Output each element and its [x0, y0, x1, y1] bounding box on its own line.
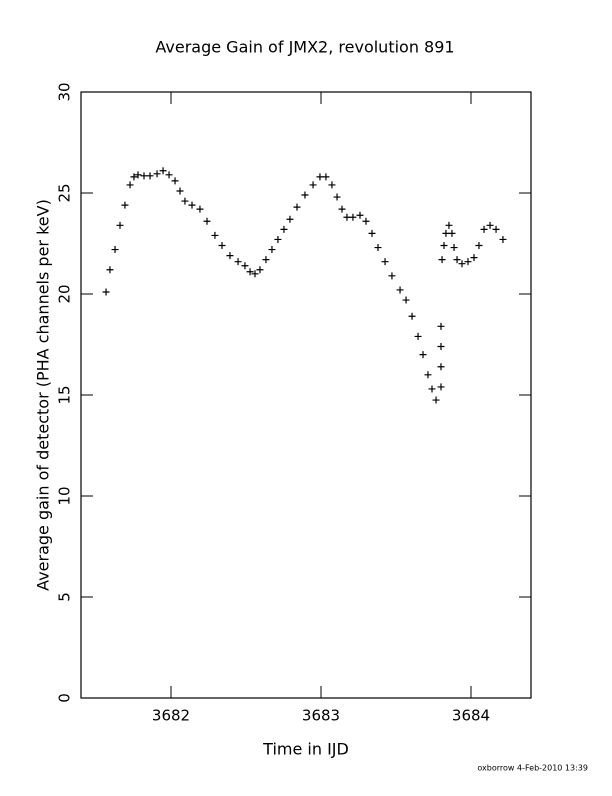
point [464, 258, 472, 266]
point [309, 181, 317, 189]
point [438, 256, 446, 264]
point [274, 235, 282, 243]
point [414, 332, 422, 340]
point [448, 229, 456, 237]
point [140, 172, 148, 180]
point [437, 322, 445, 330]
point [301, 191, 309, 199]
point [316, 173, 324, 181]
point [475, 242, 483, 250]
point [181, 197, 189, 205]
y-axis-label: Average gain of detector (PHA channels p… [34, 199, 53, 591]
point [492, 225, 500, 233]
x-tick-label: 3682 [152, 707, 190, 725]
point [445, 221, 453, 229]
point [246, 268, 254, 276]
point [388, 272, 396, 280]
point [328, 181, 336, 189]
point [130, 173, 138, 181]
point [349, 213, 357, 221]
point [126, 181, 134, 189]
point [480, 225, 488, 233]
y-tick-label: 0 [56, 693, 74, 703]
plot-frame [80, 91, 532, 699]
point [381, 258, 389, 266]
point [440, 242, 448, 250]
point [442, 229, 450, 237]
point [437, 343, 445, 351]
point [188, 201, 196, 209]
point [432, 396, 440, 404]
point [134, 171, 142, 179]
point [241, 262, 249, 270]
point [486, 221, 494, 229]
x-tick-label: 3683 [302, 707, 340, 725]
point [280, 225, 288, 233]
chart-title: Average Gain of JMX2, revolution 891 [155, 38, 454, 57]
point [111, 246, 119, 254]
point [374, 244, 382, 252]
y-tick-label: 10 [56, 486, 74, 505]
point [146, 172, 154, 180]
point [343, 213, 351, 221]
point [402, 296, 410, 304]
point [176, 187, 184, 195]
point [121, 201, 129, 209]
point [251, 270, 259, 278]
point [268, 246, 276, 254]
point [153, 170, 161, 178]
point [203, 217, 211, 225]
point [256, 266, 264, 274]
point [424, 371, 432, 379]
point [453, 256, 461, 264]
point [333, 193, 341, 201]
point [338, 205, 346, 213]
point [211, 231, 219, 239]
y-tick-label: 5 [56, 592, 74, 602]
point [234, 258, 242, 266]
point [102, 288, 110, 296]
point [293, 203, 301, 211]
point [458, 260, 466, 268]
point [356, 211, 364, 219]
point [262, 256, 270, 264]
footer: oxborrow 4-Feb-2010 13:39 [477, 764, 588, 773]
point [368, 229, 376, 237]
x-tick-label: 3684 [452, 707, 490, 725]
x-axis-label: Time in IJD [262, 740, 349, 759]
point [408, 312, 416, 320]
point [159, 167, 167, 175]
y-tick-label: 15 [56, 385, 74, 404]
point [396, 286, 404, 294]
point [286, 215, 294, 223]
point [165, 171, 173, 179]
point [450, 244, 458, 252]
point [106, 266, 114, 274]
y-tick-label: 25 [56, 183, 74, 202]
point [171, 177, 179, 185]
y-tick-label: 20 [56, 284, 74, 303]
point [196, 205, 204, 213]
point [419, 351, 427, 359]
point [437, 363, 445, 371]
point [116, 221, 124, 229]
point [437, 383, 445, 391]
point [428, 385, 436, 393]
point [218, 242, 226, 250]
point [362, 217, 370, 225]
point [499, 235, 507, 243]
y-tick-label: 30 [56, 82, 74, 101]
point [322, 173, 330, 181]
point [226, 252, 234, 260]
point [470, 254, 478, 262]
